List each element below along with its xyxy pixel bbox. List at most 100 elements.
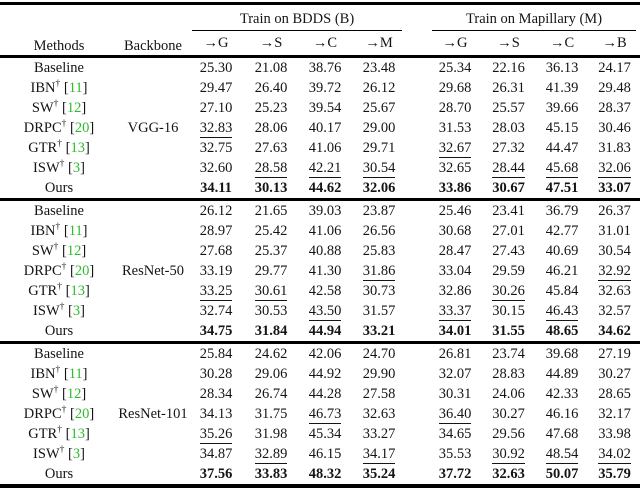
table-row: ISW† [3] 32.74 30.53 43.50 31.57 33.37 30.15 46… bbox=[0, 301, 640, 321]
metric-value: 32.63 bbox=[492, 466, 525, 482]
metric-value: 25.46 bbox=[438, 203, 472, 219]
method-label: Ours bbox=[44, 180, 74, 196]
table-row: Baseline ResNet-101 25.84 24.62 42.06 24.70 26… bbox=[0, 343, 640, 422]
citation-number: 3 bbox=[72, 303, 81, 319]
metric-value: 27.63 bbox=[254, 140, 288, 156]
value-cell: 40.69 bbox=[535, 241, 589, 261]
value-cell: 24.62 bbox=[244, 343, 298, 365]
metric-value: 27.10 bbox=[199, 100, 233, 116]
value-cell: 34.01 bbox=[428, 321, 482, 343]
metric-value: 35.24 bbox=[362, 466, 396, 482]
value-cell: 28.44 bbox=[482, 158, 535, 178]
citation-number: 11 bbox=[68, 80, 83, 96]
value-cell: 42.33 bbox=[535, 384, 589, 404]
citation-ref: [20] bbox=[66, 406, 95, 422]
method-label: Baseline bbox=[34, 346, 84, 362]
value-cell: 29.56 bbox=[482, 424, 535, 444]
value-cell: 27.68 bbox=[188, 241, 244, 261]
metric-value: 41.06 bbox=[308, 140, 342, 156]
value-cell: 42.58 bbox=[298, 281, 352, 301]
method-label: Ours bbox=[44, 323, 74, 339]
metric-value: 32.75 bbox=[199, 140, 233, 156]
metric-value: 43.50 bbox=[308, 303, 342, 321]
citation-number: 3 bbox=[72, 160, 81, 176]
metric-value: 29.71 bbox=[362, 140, 396, 156]
metric-value: 38.76 bbox=[308, 60, 342, 76]
value-cell: 30.54 bbox=[352, 158, 406, 178]
value-cell: 44.94 bbox=[298, 321, 352, 343]
metric-value: 24.62 bbox=[254, 346, 288, 362]
metric-value: 44.47 bbox=[545, 140, 579, 156]
column-gap bbox=[406, 138, 428, 158]
value-cell: 34.02 bbox=[589, 444, 640, 464]
citation-ref: [3] bbox=[64, 446, 85, 462]
value-cell: 24.17 bbox=[589, 57, 640, 79]
metric-value: 46.43 bbox=[545, 303, 579, 321]
table-row: DRPC† [20] 34.13 31.75 46.73 32.63 36.40 30.27… bbox=[0, 404, 640, 424]
metric-value: 26.12 bbox=[199, 203, 233, 219]
metric-value: 26.56 bbox=[362, 223, 396, 239]
metric-value: 46.15 bbox=[308, 446, 342, 462]
dagger-mark: † bbox=[59, 445, 65, 456]
group-title-bdds: Train on BDDS (B) bbox=[192, 11, 403, 31]
metric-value: 41.39 bbox=[545, 80, 579, 96]
methods-header-label: Methods bbox=[33, 38, 85, 54]
value-cell: 25.57 bbox=[482, 98, 535, 118]
value-cell: 37.56 bbox=[188, 464, 244, 486]
metric-value: 30.67 bbox=[492, 180, 525, 196]
value-cell: 42.06 bbox=[298, 343, 352, 365]
metric-value: 34.65 bbox=[438, 426, 472, 442]
group-title-row: Methods Backbone Train on BDDS (B) Train… bbox=[0, 4, 640, 54]
value-cell: 26.31 bbox=[482, 78, 535, 98]
table-row: IBN† [11] 28.97 25.42 41.06 26.56 30.68 27.01 4… bbox=[0, 221, 640, 241]
value-cell: 46.43 bbox=[535, 301, 589, 321]
metric-value: 30.15 bbox=[492, 303, 525, 319]
value-cell: 29.06 bbox=[244, 364, 298, 384]
value-cell: 31.55 bbox=[482, 321, 535, 343]
table-row: ISW† [3] 32.60 28.58 42.21 30.54 32.65 28.44 45… bbox=[0, 158, 640, 178]
metric-value: 31.01 bbox=[598, 223, 631, 239]
value-cell: 31.86 bbox=[352, 261, 406, 281]
citation-ref: [3] bbox=[64, 303, 85, 319]
metric-value: 48.32 bbox=[308, 466, 342, 482]
method-label: IBN† [11] bbox=[30, 222, 88, 239]
metric-value: 21.65 bbox=[254, 203, 288, 219]
metric-value: 28.06 bbox=[254, 120, 288, 136]
metric-value: 30.26 bbox=[492, 283, 525, 301]
column-gap bbox=[406, 404, 428, 424]
table-row: Ours 34.11 30.13 44.62 32.06 33.86 30.67 47.51 3… bbox=[0, 178, 640, 200]
value-cell: 32.75 bbox=[188, 138, 244, 158]
metric-value: 28.34 bbox=[199, 386, 233, 402]
value-cell: 36.13 bbox=[535, 57, 589, 79]
value-cell: 30.61 bbox=[244, 281, 298, 301]
value-cell: 32.63 bbox=[482, 464, 535, 486]
value-cell: 34.13 bbox=[188, 404, 244, 424]
metric-value: 45.15 bbox=[545, 120, 579, 136]
value-cell: 29.48 bbox=[589, 78, 640, 98]
value-cell: 39.03 bbox=[298, 200, 352, 222]
method-label: GTR† [13] bbox=[28, 139, 90, 156]
table-row: IBN† [11] 29.47 26.40 39.72 26.12 29.68 26.31 4… bbox=[0, 78, 640, 98]
metric-value: 33.04 bbox=[438, 263, 472, 279]
table-row: Baseline VGG-16 25.30 21.08 38.76 23.48 25.34 2… bbox=[0, 57, 640, 136]
metric-value: 25.30 bbox=[199, 60, 233, 76]
metric-value: 29.68 bbox=[438, 80, 472, 96]
value-cell: 33.07 bbox=[589, 178, 640, 200]
value-cell: 33.25 bbox=[188, 281, 244, 301]
column-gap bbox=[406, 118, 428, 138]
metric-value: 26.40 bbox=[254, 80, 288, 96]
metric-value: 39.68 bbox=[545, 346, 579, 362]
method-label: ISW† [3] bbox=[33, 302, 85, 319]
metric-value: 28.58 bbox=[254, 160, 288, 178]
value-cell: 27.43 bbox=[482, 241, 535, 261]
column-gap bbox=[406, 98, 428, 118]
table-row: Baseline ResNet-50 26.12 21.65 39.03 23.87 25.… bbox=[0, 200, 640, 279]
value-cell: 47.51 bbox=[535, 178, 589, 200]
column-gap bbox=[406, 241, 428, 261]
value-cell: 29.90 bbox=[352, 364, 406, 384]
metric-value: 23.74 bbox=[492, 346, 525, 362]
value-cell: 25.84 bbox=[188, 343, 244, 365]
metric-value: 33.83 bbox=[254, 466, 288, 482]
column-gap bbox=[406, 424, 428, 444]
column-gap bbox=[406, 301, 428, 321]
